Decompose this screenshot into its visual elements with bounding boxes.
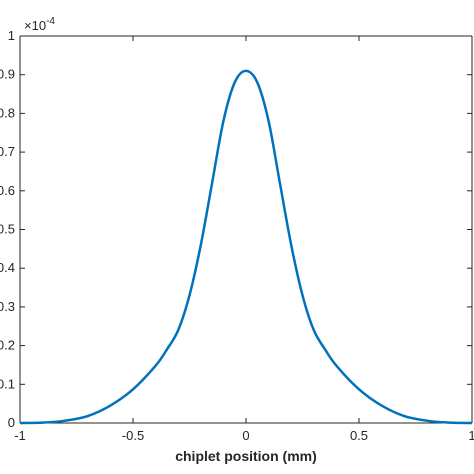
- axis-tick-labels: -1 -0.5 0 0.5 1 0 0.1 0.2 0.3 0.4 0.5 0.6 0.7 0.8 0.9 1: [0, 28, 474, 443]
- y-tick-label: 0.3: [0, 299, 15, 314]
- plot-lines: [19, 69, 473, 425]
- y-axis-exponent-base: ×10: [24, 18, 46, 33]
- y-tick-label: 0.8: [0, 105, 15, 120]
- axes-box: [19, 35, 473, 424]
- x-tick-label: -1: [14, 428, 26, 443]
- x-tick-label: 0: [242, 428, 249, 443]
- y-axis-exponent-power: -4: [46, 16, 55, 27]
- x-tick-label: 1: [468, 428, 474, 443]
- y-tick-label: 1: [8, 28, 15, 43]
- y-tick-label: 0.9: [0, 67, 15, 82]
- series-line: [19, 69, 473, 425]
- x-axis-label: chiplet position (mm): [175, 448, 317, 464]
- x-tick-label: -0.5: [122, 428, 144, 443]
- y-tick-label: 0.4: [0, 260, 15, 275]
- y-tick-label: 0.5: [0, 222, 15, 237]
- y-tick-label: 0.1: [0, 376, 15, 391]
- y-tick-label: 0.2: [0, 338, 15, 353]
- x-tick-label: 0.5: [350, 428, 368, 443]
- y-tick-label: 0.6: [0, 183, 15, 198]
- y-tick-label: 0.7: [0, 144, 15, 159]
- axis-ticks: [19, 35, 473, 424]
- y-tick-label: 0: [8, 415, 15, 430]
- y-axis-exponent: ×10-4: [24, 16, 55, 33]
